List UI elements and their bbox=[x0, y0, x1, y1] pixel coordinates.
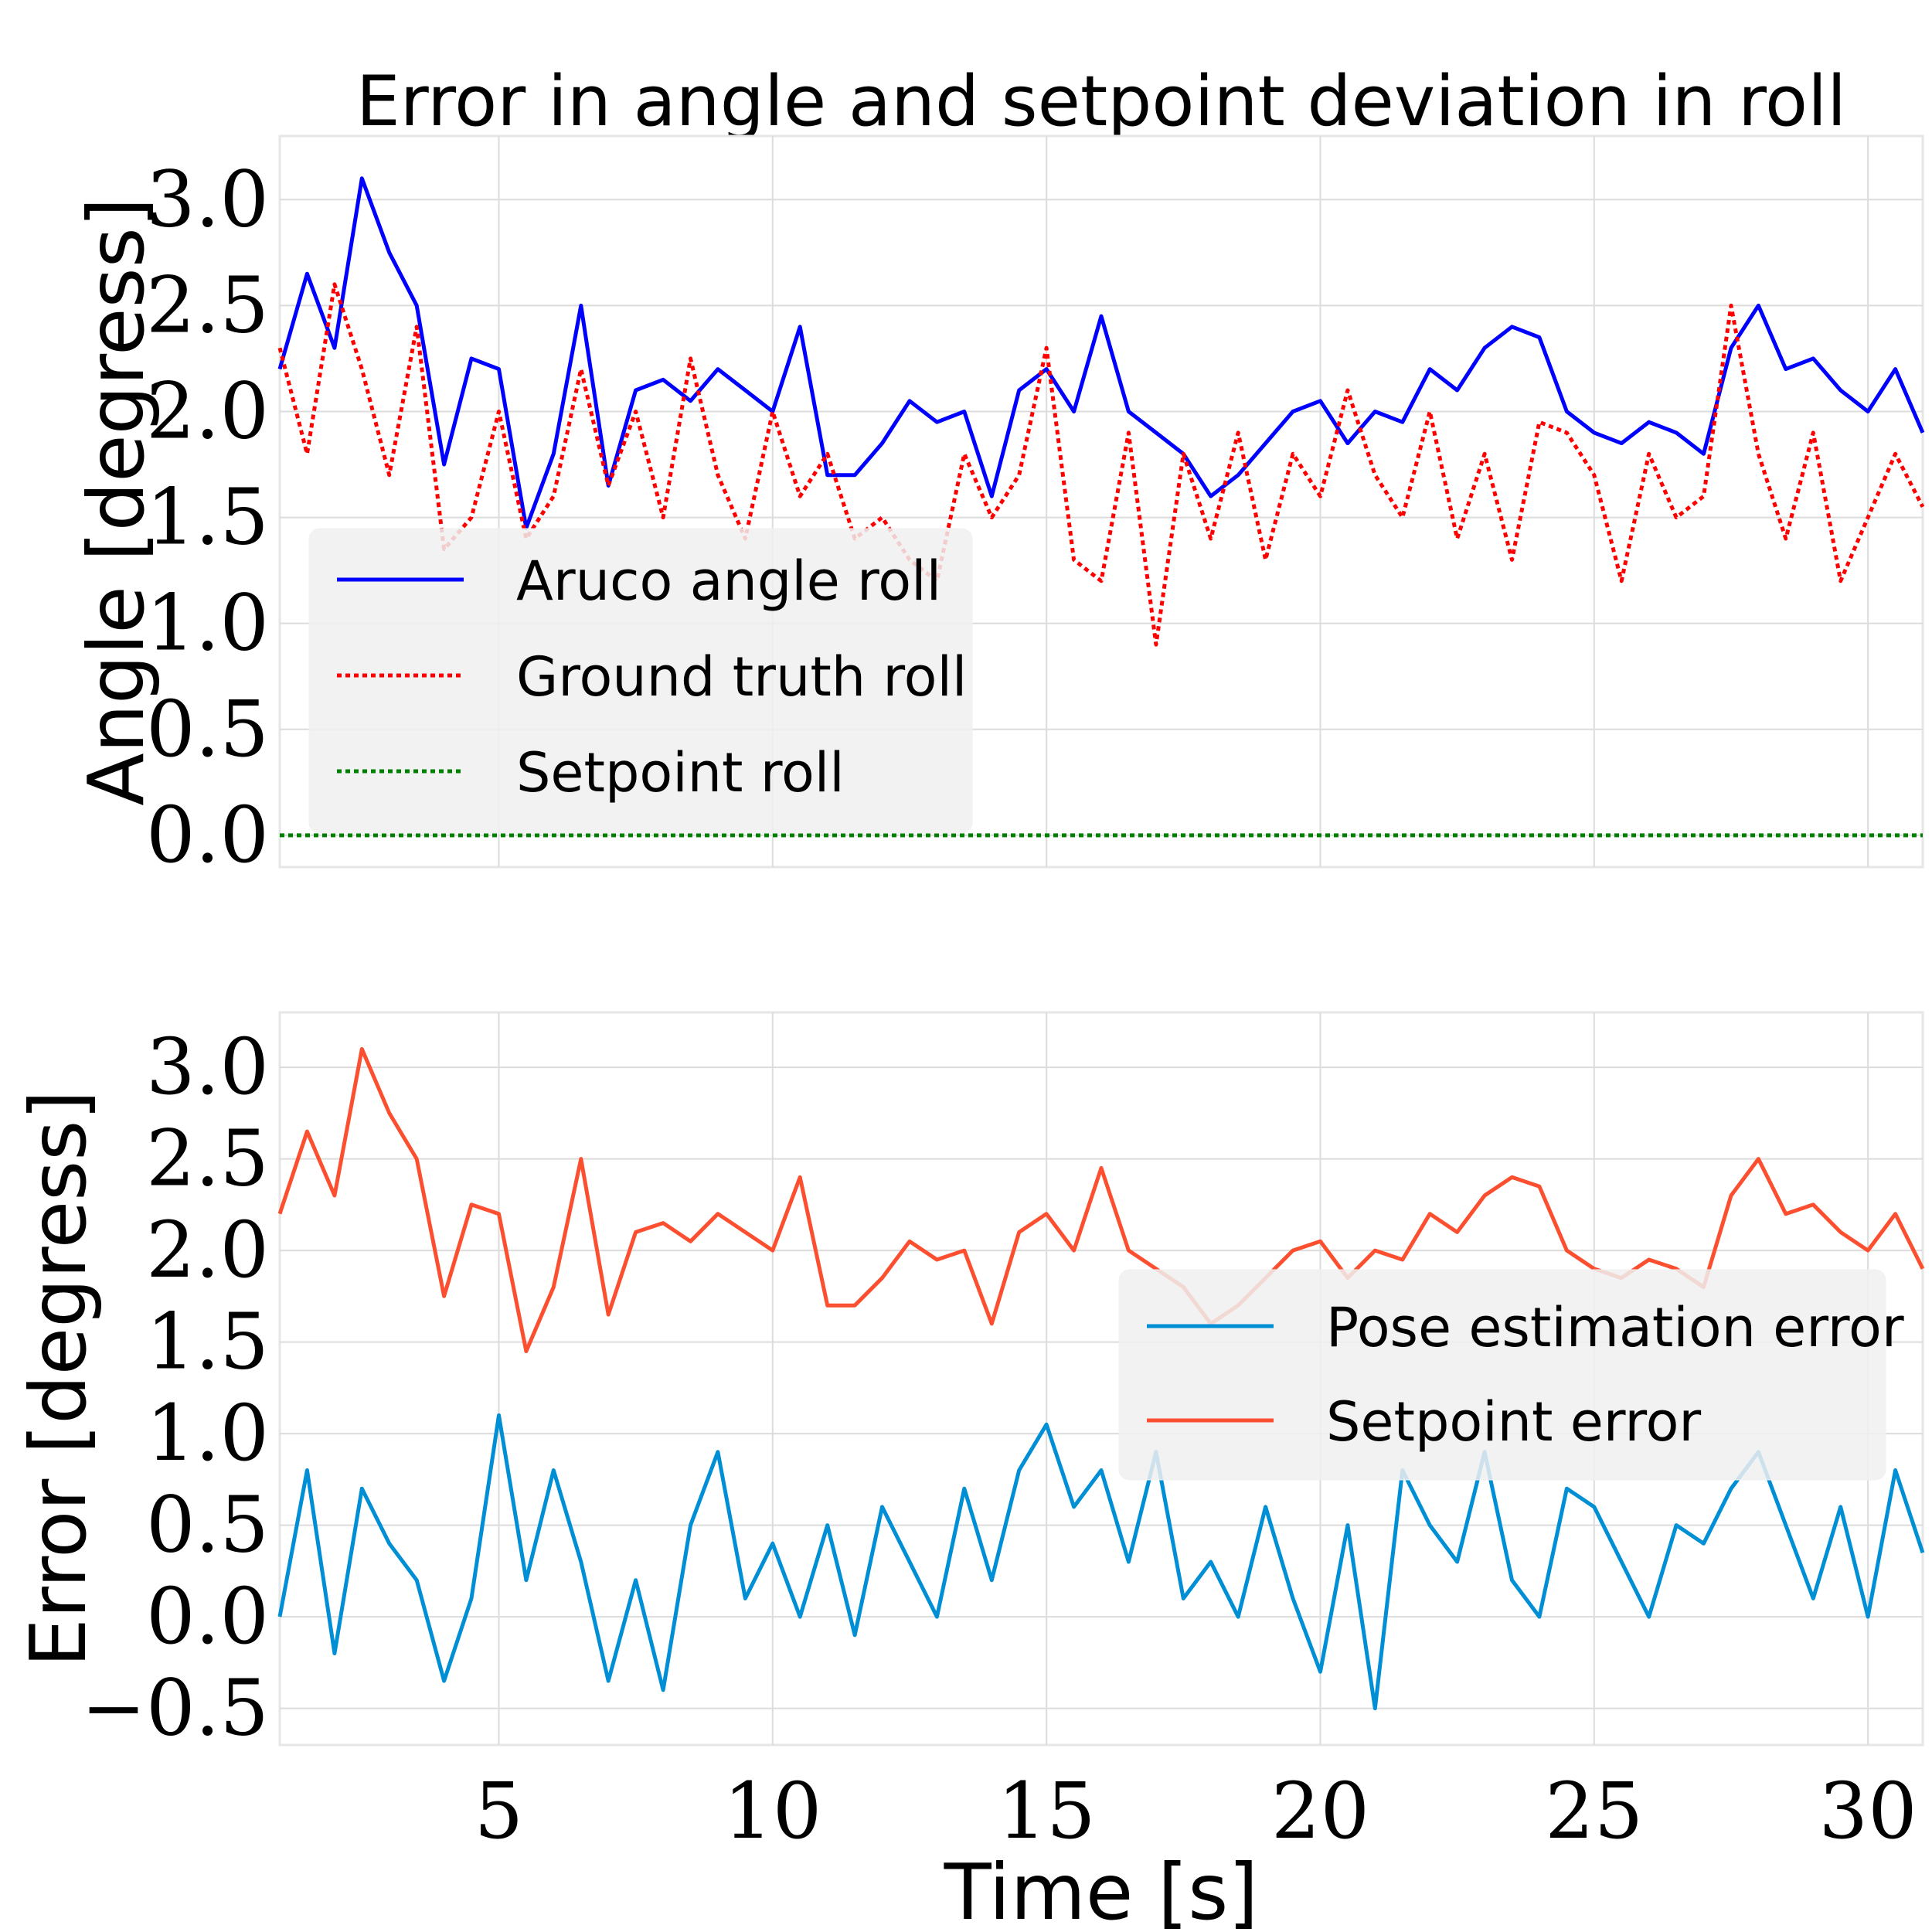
ground-truth-roll-line bbox=[277, 282, 1925, 647]
legend: Pose estimation error Setpoint error bbox=[1118, 1269, 1904, 1481]
x-tick-label: 10 bbox=[723, 1766, 821, 1856]
x-tick-label: 25 bbox=[1545, 1766, 1643, 1856]
x-tick-label: 30 bbox=[1819, 1766, 1917, 1856]
y-tick-label: 3.0 bbox=[146, 154, 269, 244]
bottom-chart-panel: −0.50.00.51.01.52.02.53.0 5 10 15 20 25 30 Erro… bbox=[13, 1011, 1925, 1932]
y-tick-label: 0.5 bbox=[146, 684, 269, 774]
legend-box bbox=[1118, 1269, 1886, 1481]
y-tick-label: 0.0 bbox=[146, 790, 269, 880]
legend-label: Aruco angle roll bbox=[516, 549, 941, 613]
y-tick-label: 0.5 bbox=[146, 1480, 269, 1570]
x-axis-label: Time [s] bbox=[944, 1847, 1259, 1932]
y-tick-label: 3.0 bbox=[146, 1022, 269, 1112]
x-tick-label: 5 bbox=[474, 1766, 524, 1856]
pose-estimation-error-line bbox=[277, 1413, 1925, 1711]
x-tick-label: 15 bbox=[998, 1766, 1096, 1856]
y-tick-label: 1.0 bbox=[146, 578, 269, 668]
chart-title: Error in angle and setpoint deviation in… bbox=[356, 61, 1846, 142]
legend-label: Ground truth roll bbox=[516, 645, 967, 709]
y-tick-label: −0.5 bbox=[81, 1663, 269, 1753]
legend: Aruco angle roll Ground truth roll Setpoin… bbox=[308, 528, 973, 834]
x-tick-label: 20 bbox=[1271, 1766, 1369, 1856]
y-tick-label: 2.0 bbox=[146, 1205, 269, 1295]
y-tick-label: 1.0 bbox=[146, 1388, 269, 1478]
y-axis-label: Error [degress] bbox=[13, 1090, 104, 1668]
y-tick-label: 2.0 bbox=[146, 366, 269, 456]
y-axis-label: Angle [degress] bbox=[71, 197, 162, 806]
y-tick-label: 0.0 bbox=[146, 1571, 269, 1662]
legend-label: Setpoint error bbox=[1326, 1390, 1701, 1454]
y-tick-label: 2.5 bbox=[146, 260, 269, 350]
y-tick-label: 2.5 bbox=[146, 1114, 269, 1204]
legend-label: Pose estimation error bbox=[1326, 1296, 1904, 1359]
setpoint-error-line bbox=[277, 1046, 1925, 1353]
legend-label: Setpoint roll bbox=[516, 741, 845, 804]
aruco-angle-roll-line bbox=[277, 176, 1925, 530]
y-tick-label: 1.5 bbox=[146, 1297, 269, 1387]
legend-box bbox=[308, 528, 973, 834]
y-tick-label: 1.5 bbox=[146, 472, 269, 563]
